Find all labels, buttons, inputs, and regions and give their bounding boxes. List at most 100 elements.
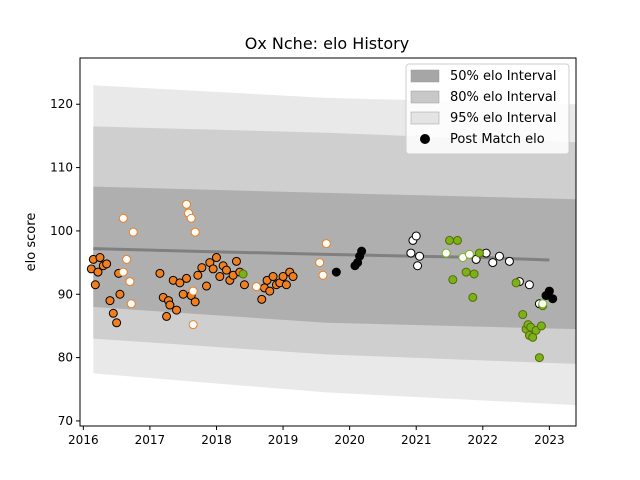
y-axis-label: elo score — [24, 213, 39, 272]
legend-swatch — [410, 90, 440, 104]
data-point — [469, 269, 479, 279]
data-point — [175, 278, 185, 288]
legend-label: 50% elo Interval — [450, 69, 557, 84]
x-tick-label: 2023 — [534, 433, 565, 447]
data-point — [215, 272, 225, 282]
legend-label: 95% elo Interval — [450, 111, 557, 126]
data-point — [461, 267, 471, 277]
data-point — [118, 267, 128, 277]
x-tick-label: 2019 — [268, 433, 299, 447]
y-tick-label: 100 — [50, 224, 73, 238]
data-point — [238, 269, 248, 279]
interval-bands — [93, 85, 577, 406]
median-line — [93, 247, 550, 262]
data-point — [468, 292, 478, 302]
data-point — [182, 199, 192, 209]
legend-swatch — [410, 111, 440, 125]
data-point — [108, 308, 118, 318]
data-point — [406, 248, 416, 258]
data-point — [188, 320, 198, 330]
y-tick-label: 120 — [50, 97, 73, 111]
data-point — [188, 286, 198, 296]
data-point — [504, 256, 514, 266]
data-point — [182, 273, 192, 283]
x-axis: 2016 2017 2018 2019 2020 2021 2022 2023 — [68, 426, 565, 447]
data-point — [548, 294, 558, 304]
data-point — [544, 286, 554, 296]
data-point — [518, 310, 528, 320]
x-tick-label: 2016 — [68, 433, 99, 447]
data-point — [155, 268, 165, 278]
data-point — [186, 213, 196, 223]
data-point — [93, 267, 103, 277]
data-point — [102, 259, 112, 269]
data-point — [315, 258, 325, 268]
data-point — [448, 275, 458, 285]
x-tick-label: 2021 — [401, 433, 432, 447]
plot-frame — [79, 57, 577, 427]
interval-50-band — [93, 186, 577, 330]
y-tick-label: 90 — [58, 287, 73, 301]
data-point — [357, 246, 367, 256]
plot-area — [86, 85, 577, 406]
chart-title: Ox Nche: elo History — [245, 34, 409, 53]
data-point — [474, 248, 484, 258]
data-point — [331, 267, 341, 277]
data-point — [208, 264, 218, 274]
data-point — [221, 265, 231, 275]
data-point — [278, 272, 288, 282]
legend-label: Post Match elo — [450, 132, 545, 147]
y-tick-label: 70 — [58, 414, 73, 428]
data-point — [321, 239, 331, 249]
data-point — [211, 253, 221, 263]
data-point — [190, 297, 200, 307]
data-point — [190, 227, 200, 237]
x-tick-label: 2020 — [334, 433, 365, 447]
data-point — [536, 321, 546, 331]
data-point — [165, 300, 175, 310]
y-tick-label: 110 — [50, 161, 73, 175]
data-point — [128, 227, 138, 237]
data-point — [511, 278, 521, 288]
data-point — [318, 270, 328, 280]
data-point — [162, 311, 172, 321]
data-point — [464, 249, 474, 259]
legend-label: 80% elo Interval — [450, 90, 557, 105]
data-point — [122, 254, 132, 264]
data-point — [524, 280, 534, 290]
data-point — [115, 289, 125, 299]
data-point — [239, 280, 249, 290]
x-tick-label: 2018 — [201, 433, 232, 447]
data-point — [288, 272, 298, 282]
data-point — [411, 231, 421, 241]
data-point — [413, 261, 423, 271]
data-point — [488, 258, 498, 268]
data-point — [90, 280, 100, 290]
data-point — [494, 251, 504, 261]
data-point — [268, 272, 278, 282]
data-point — [231, 256, 241, 266]
y-tick-label: 80 — [58, 351, 73, 365]
data-point — [281, 280, 291, 290]
data-point — [265, 286, 275, 296]
y-axis: 70 80 90 100 110 120 — [50, 97, 80, 428]
legend-box — [405, 63, 570, 155]
data-point — [172, 305, 182, 315]
data-point — [415, 251, 425, 261]
data-point — [118, 213, 128, 223]
data-point — [178, 289, 188, 299]
data-point — [197, 263, 207, 273]
legend: 50% elo Interval 80% elo Interval 95% elo … — [405, 63, 570, 155]
x-tick-label: 2022 — [468, 433, 499, 447]
data-point — [452, 235, 462, 245]
data-point — [251, 282, 261, 292]
median-elo-line — [93, 247, 550, 262]
data-point — [538, 299, 548, 309]
data-point — [534, 353, 544, 363]
legend-swatch — [410, 69, 440, 83]
data-point — [125, 277, 135, 287]
x-tick-label: 2017 — [135, 433, 166, 447]
data-point — [95, 253, 105, 263]
data-point — [201, 281, 211, 291]
